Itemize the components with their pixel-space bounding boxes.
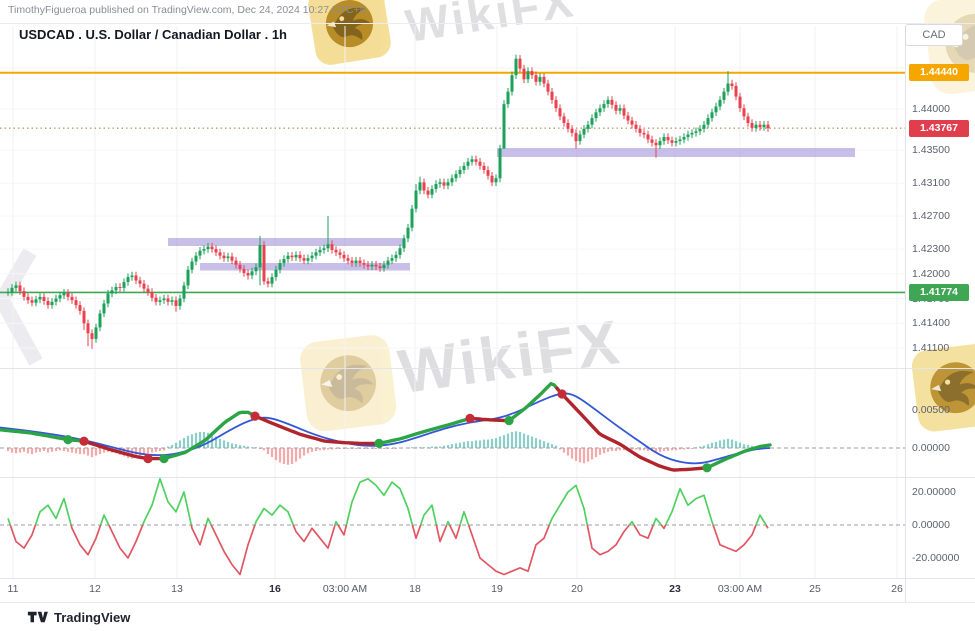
tradingview-label: TradingView [54, 609, 131, 625]
tradingview-logo[interactable]: TradingView [27, 609, 130, 625]
macd-histogram [6, 431, 770, 465]
symbol-title: USDCAD . U.S. Dollar / Canadian Dollar .… [19, 27, 287, 42]
footer: TradingView [0, 602, 975, 631]
zero-lines [0, 447, 905, 526]
published-line: TimothyFigueroa published on TradingView… [8, 4, 366, 16]
macd-impulse-line [0, 381, 772, 473]
tradingview-icon [27, 611, 48, 623]
gridlines [0, 26, 905, 578]
candles [6, 54, 770, 349]
header-divider [0, 23, 975, 24]
supply-demand-zones [168, 148, 855, 271]
oscillator-line [7, 477, 769, 576]
panel-borders [0, 26, 975, 602]
